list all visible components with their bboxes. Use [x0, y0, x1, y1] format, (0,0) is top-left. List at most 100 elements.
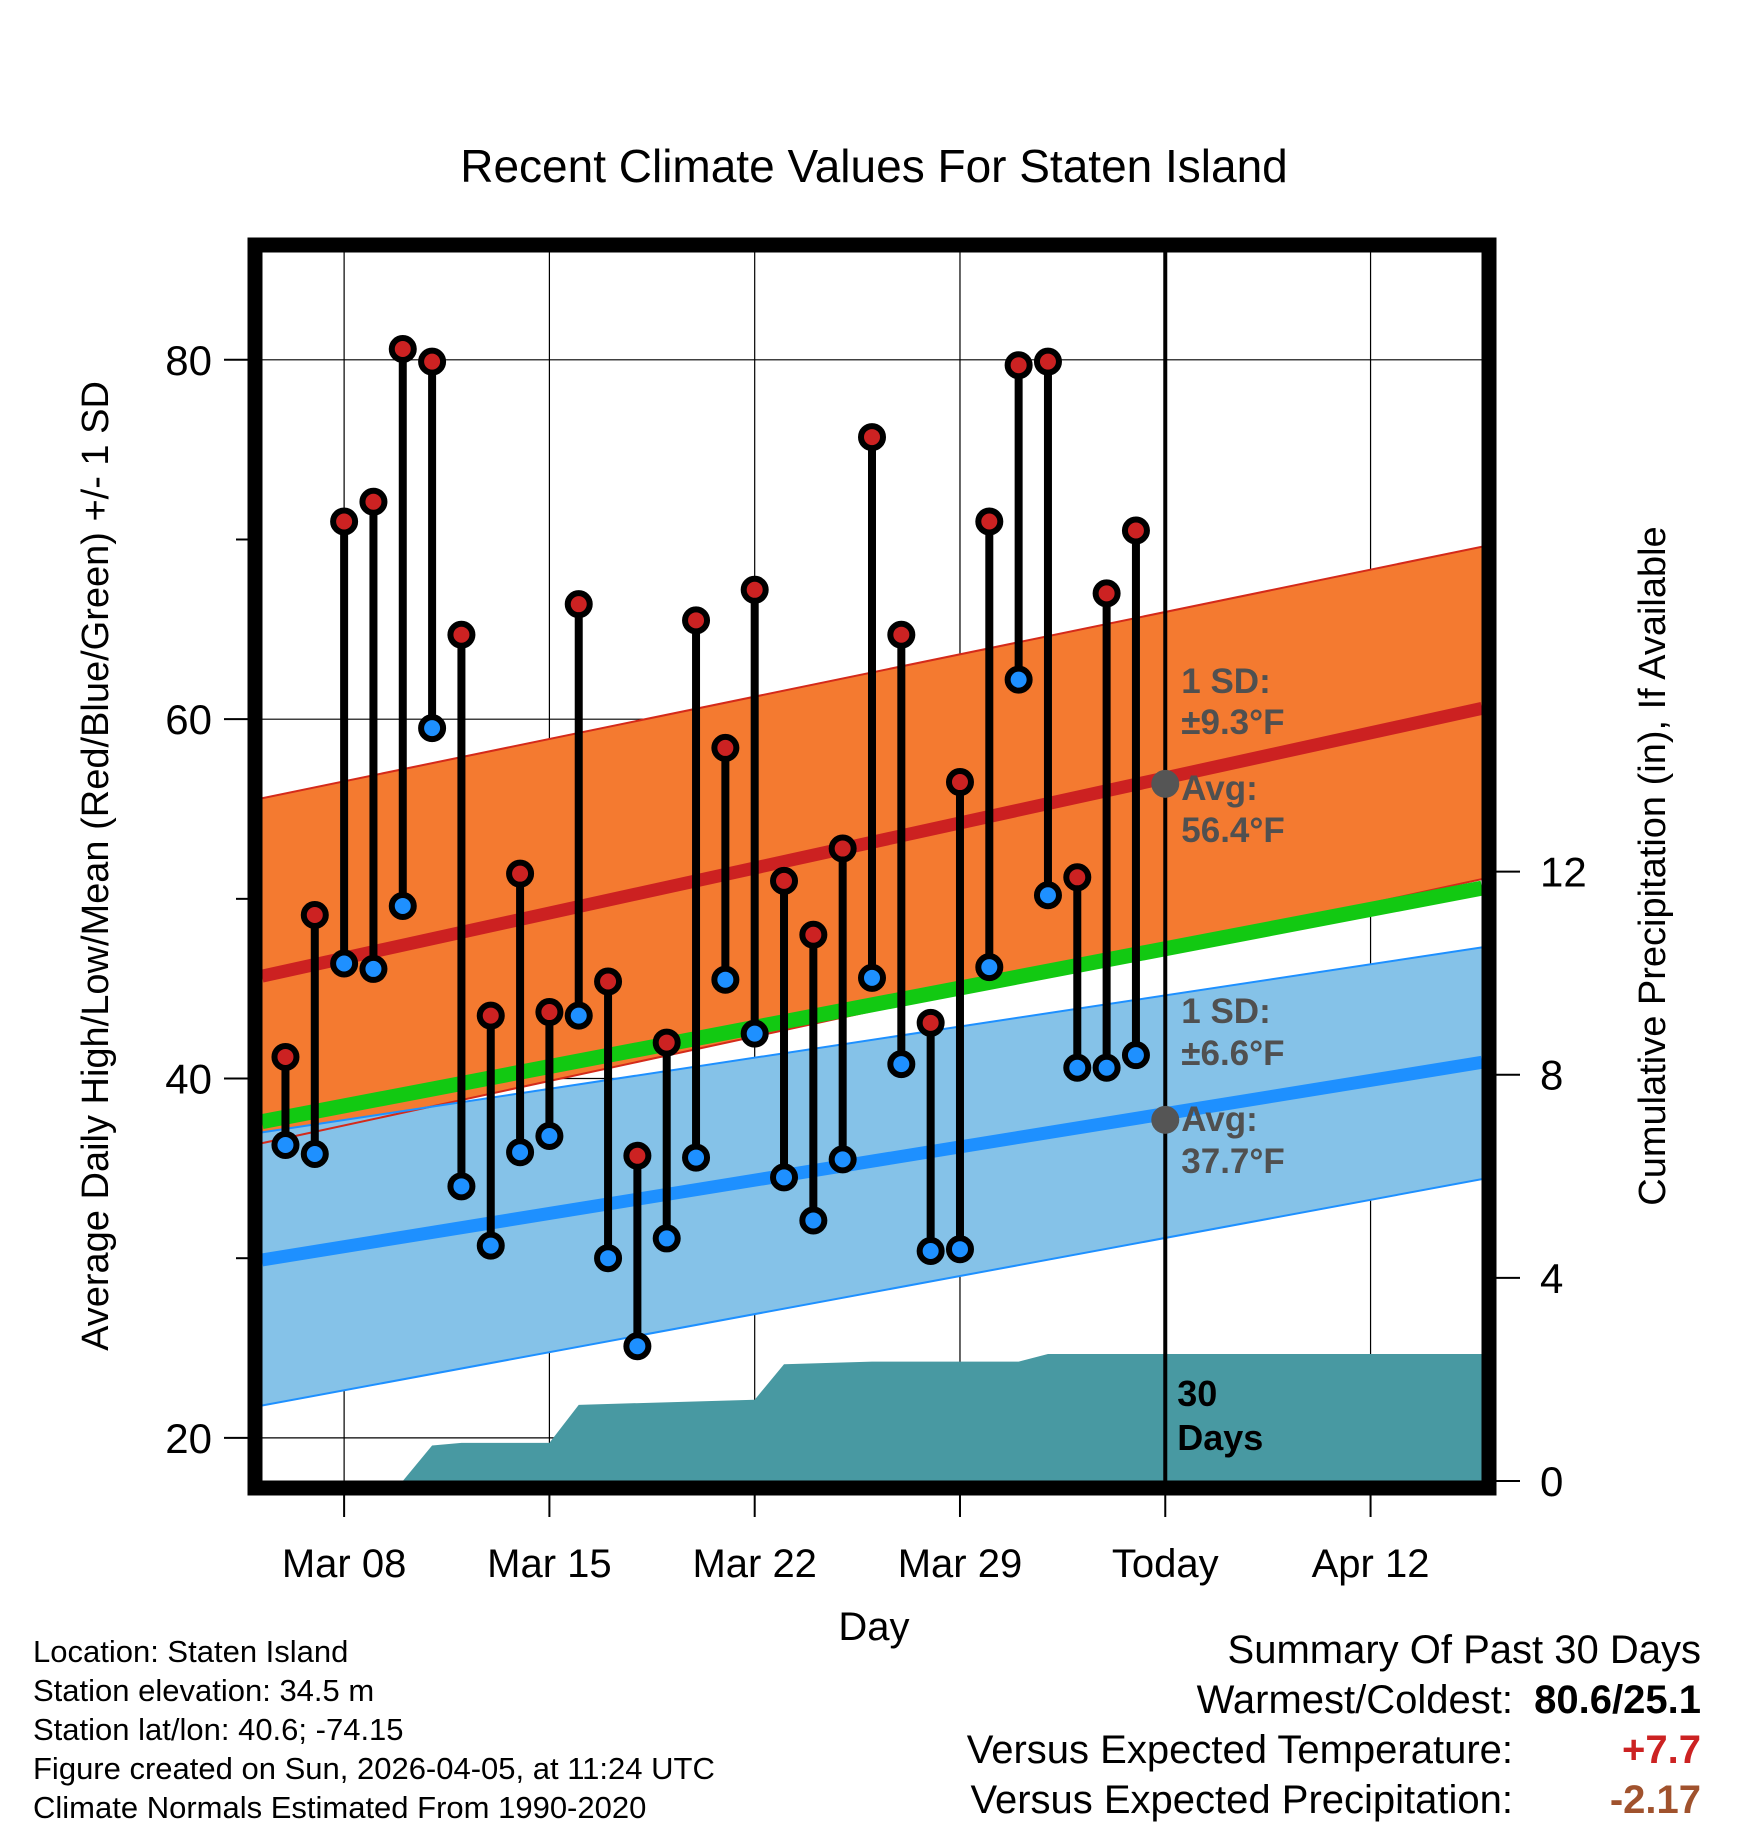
daily-low-point [887, 1050, 916, 1079]
high-avg-label: Avg: [1181, 769, 1257, 808]
daily-high-point [711, 733, 740, 762]
daily-low-point [506, 1138, 535, 1167]
daily-high-point [1004, 351, 1033, 380]
precip-area [344, 1354, 1482, 1481]
low-sd-label: 1 SD: [1181, 992, 1270, 1031]
x-tick-label: Mar 15 [487, 1542, 612, 1586]
daily-low-point [1063, 1053, 1092, 1082]
x-axis-label: Day [838, 1605, 909, 1649]
daily-low-point [300, 1139, 329, 1168]
temp-label: Versus Expected Temperature: [966, 1728, 1513, 1772]
low-sd-value: ±6.6°F [1181, 1034, 1284, 1073]
normals-text: Climate Normals Estimated From 1990-2020 [33, 1790, 647, 1825]
daily-low-point [271, 1131, 300, 1160]
daily-high-point [418, 347, 447, 376]
daily-low-point [330, 949, 359, 978]
summary-panel: Summary Of Past 30 Days Warmest/Coldest:… [967, 1625, 1701, 1825]
daily-low-point [535, 1122, 564, 1151]
y2-tick-label: 0 [1540, 1458, 1563, 1505]
daily-low-point [711, 965, 740, 994]
x-tick-label: Mar 29 [898, 1542, 1023, 1586]
daily-high-point [506, 859, 535, 888]
daily-low-point [564, 1001, 593, 1030]
low-avg-label: Avg: [1181, 1100, 1257, 1139]
daily-high-point [916, 1008, 945, 1037]
days-label: Days [1177, 1417, 1263, 1458]
daily-low-point [1092, 1053, 1121, 1082]
y-tick-label: 80 [165, 337, 212, 384]
daily-high-point [388, 335, 417, 364]
daily-high-point [300, 901, 329, 930]
x-tick-label: Mar 22 [692, 1542, 817, 1586]
daily-low-point [476, 1231, 505, 1260]
latlon-text: Station lat/lon: 40.6; -74.15 [33, 1712, 404, 1747]
daily-low-point [682, 1143, 711, 1172]
location-text: Location: Staten Island [33, 1634, 349, 1669]
daily-low-point [418, 714, 447, 743]
high-sd-value: ±9.3°F [1181, 703, 1284, 742]
daily-low-point [1004, 665, 1033, 694]
summary-heading: Summary Of Past 30 Days [1227, 1628, 1701, 1672]
x-tick-label: Today [1112, 1542, 1219, 1586]
daily-low-point [594, 1244, 623, 1273]
daily-high-point [887, 620, 916, 649]
daily-low-point [1121, 1041, 1150, 1070]
precip-label: Versus Expected Precipitation: [970, 1778, 1513, 1822]
daily-high-point [271, 1042, 300, 1071]
chart-title: Recent Climate Values For Staten Island [460, 140, 1288, 192]
daily-low-point [858, 963, 886, 992]
elevation-text: Station elevation: 34.5 m [33, 1673, 375, 1708]
daily-low-point [799, 1206, 828, 1235]
daily-high-point [828, 834, 857, 863]
daily-high-point [740, 575, 769, 604]
daily-high-point [359, 487, 388, 516]
x-tick-label: Mar 08 [282, 1542, 407, 1586]
low-sd-band [262, 947, 1482, 1406]
daily-high-point [1063, 863, 1092, 892]
daily-high-point [1121, 516, 1150, 545]
daily-low-point [916, 1237, 945, 1266]
daily-low-point [623, 1332, 652, 1361]
precip-row: Versus Expected Precipitation: -2.17 [967, 1775, 1701, 1825]
daily-low-point [447, 1172, 476, 1201]
plot-frame [247, 237, 1497, 1496]
daily-high-point [682, 606, 711, 635]
y-tick-label: 60 [165, 696, 212, 743]
daily-low-point [975, 953, 1004, 982]
y-tick-label: 20 [165, 1415, 212, 1462]
daily-high-point [594, 967, 623, 996]
daily-low-point [770, 1163, 799, 1192]
warmest-label: Warmest/Coldest: [1196, 1678, 1513, 1722]
daily-high-point [858, 423, 886, 452]
days-count: 30 [1177, 1373, 1217, 1414]
normal-low-line [262, 1055, 1482, 1267]
daily-low-point [828, 1145, 857, 1174]
y-axis-label: Average Daily High/Low/Mean (Red/Blue/Gr… [75, 381, 117, 1351]
daily-low-point [359, 954, 388, 983]
y2-tick-label: 4 [1540, 1255, 1563, 1302]
x-tick-label: Apr 12 [1312, 1542, 1430, 1586]
warmest-row: Warmest/Coldest: 80.6/25.1 [967, 1675, 1701, 1725]
daily-high-point [770, 866, 799, 895]
daily-high-point [799, 920, 828, 949]
y-tick-label: 40 [165, 1056, 212, 1103]
today-high-normal-marker [1151, 769, 1180, 798]
daily-high-point [652, 1028, 681, 1057]
low-avg-value: 37.7°F [1181, 1142, 1285, 1181]
created-text: Figure created on Sun, 2026-04-05, at 11… [33, 1751, 715, 1786]
warmest-value: 80.6/25.1 [1534, 1678, 1701, 1722]
daily-high-point [476, 1001, 505, 1030]
y2-axis-label: Cumulative Precipitation (in), If Availa… [1632, 526, 1674, 1205]
daily-high-point [623, 1141, 652, 1170]
low-band-edge [262, 1178, 1482, 1407]
daily-low-point [652, 1224, 681, 1253]
precip-value: -2.17 [1609, 1778, 1701, 1822]
daily-low-point [1033, 881, 1062, 910]
daily-high-point [535, 998, 564, 1027]
y2-tick-label: 12 [1540, 849, 1587, 896]
daily-high-point [330, 507, 359, 536]
daily-high-point [1033, 347, 1062, 376]
daily-high-point [564, 590, 593, 619]
daily-high-point [945, 768, 974, 797]
